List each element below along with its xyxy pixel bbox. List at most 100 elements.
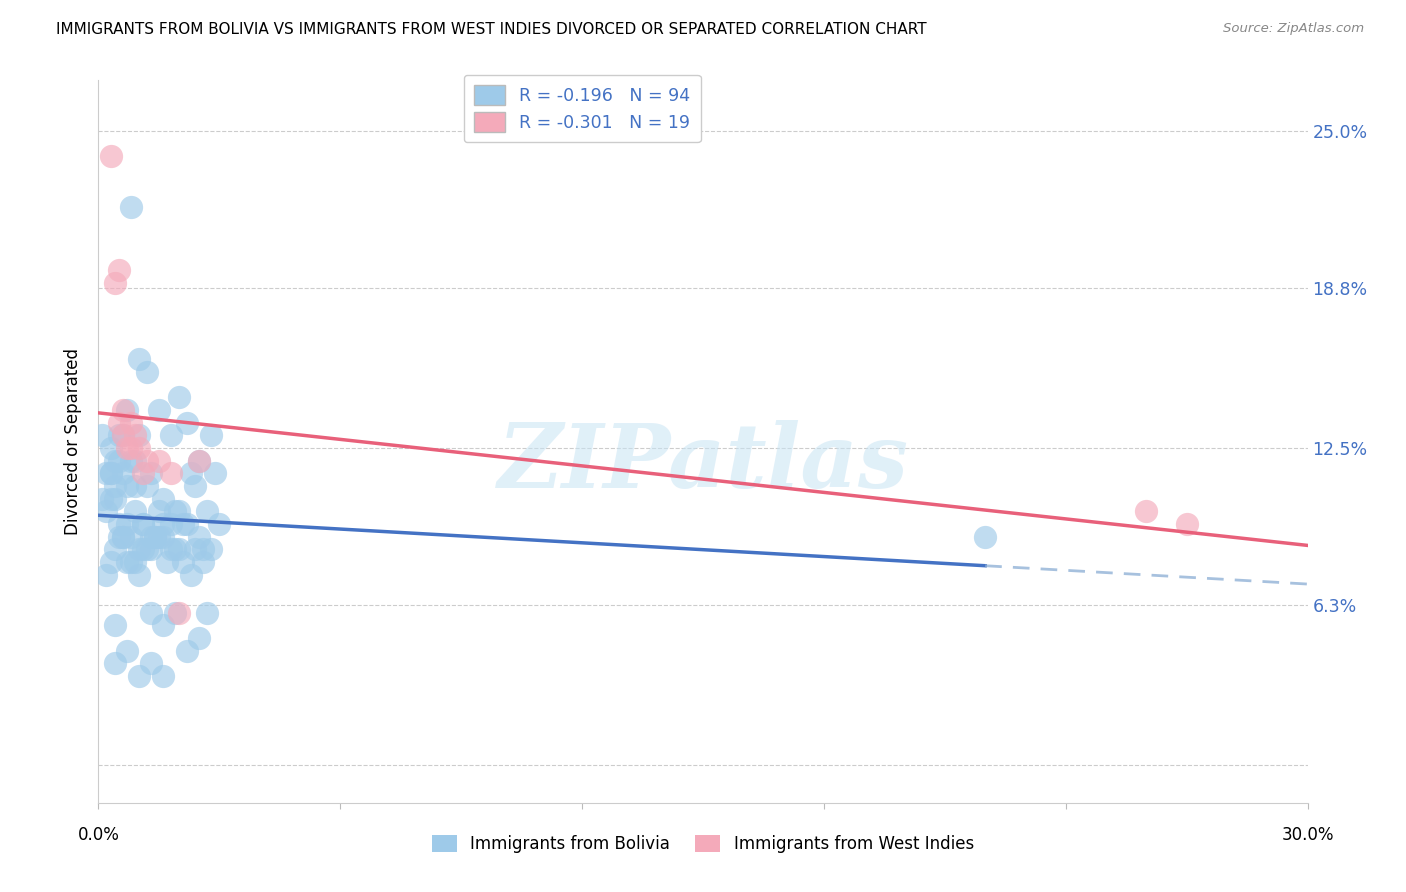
Point	[128, 567, 150, 582]
Point	[107, 530, 129, 544]
Point	[120, 453, 142, 467]
Point	[115, 555, 138, 569]
Point	[152, 516, 174, 531]
Point	[167, 542, 190, 557]
Point	[188, 453, 211, 467]
Point	[172, 516, 194, 531]
Point	[107, 453, 129, 467]
Point	[167, 390, 190, 404]
Point	[103, 453, 125, 467]
Text: 0.0%: 0.0%	[77, 826, 120, 844]
Point	[135, 479, 157, 493]
Point	[204, 467, 226, 481]
Point	[111, 428, 134, 442]
Point	[148, 504, 170, 518]
Y-axis label: Divorced or Separated: Divorced or Separated	[65, 348, 83, 535]
Point	[135, 453, 157, 467]
Point	[139, 530, 162, 544]
Point	[107, 416, 129, 430]
Point	[193, 555, 215, 569]
Point	[100, 467, 122, 481]
Point	[139, 542, 162, 557]
Point	[152, 669, 174, 683]
Point	[115, 441, 138, 455]
Point	[195, 606, 218, 620]
Point	[107, 263, 129, 277]
Point	[184, 479, 207, 493]
Point	[132, 542, 155, 557]
Point	[120, 441, 142, 455]
Point	[160, 428, 183, 442]
Point	[124, 479, 146, 493]
Point	[103, 618, 125, 632]
Point	[135, 542, 157, 557]
Point	[160, 467, 183, 481]
Point	[148, 402, 170, 417]
Point	[111, 467, 134, 481]
Point	[148, 530, 170, 544]
Point	[132, 516, 155, 531]
Point	[111, 402, 134, 417]
Point	[107, 516, 129, 531]
Point	[163, 542, 186, 557]
Point	[139, 606, 162, 620]
Point	[96, 467, 118, 481]
Point	[176, 516, 198, 531]
Point	[184, 542, 207, 557]
Point	[103, 479, 125, 493]
Point	[100, 467, 122, 481]
Point	[160, 542, 183, 557]
Point	[200, 428, 222, 442]
Point	[111, 428, 134, 442]
Point	[100, 491, 122, 506]
Point	[143, 530, 166, 544]
Point	[100, 441, 122, 455]
Text: Source: ZipAtlas.com: Source: ZipAtlas.com	[1223, 22, 1364, 36]
Point	[160, 516, 183, 531]
Point	[124, 428, 146, 442]
Point	[193, 542, 215, 557]
Point	[96, 504, 118, 518]
Point	[163, 606, 186, 620]
Point	[188, 530, 211, 544]
Point	[103, 276, 125, 290]
Point	[188, 631, 211, 645]
Point	[91, 491, 114, 506]
Point	[200, 542, 222, 557]
Point	[163, 504, 186, 518]
Legend: Immigrants from Bolivia, Immigrants from West Indies: Immigrants from Bolivia, Immigrants from…	[426, 828, 980, 860]
Point	[96, 567, 118, 582]
Point	[124, 453, 146, 467]
Point	[152, 530, 174, 544]
Point	[167, 606, 190, 620]
Point	[107, 428, 129, 442]
Point	[120, 555, 142, 569]
Point	[111, 530, 134, 544]
Point	[180, 467, 202, 481]
Point	[100, 555, 122, 569]
Point	[128, 542, 150, 557]
Point	[128, 441, 150, 455]
Point	[176, 643, 198, 657]
Point	[152, 491, 174, 506]
Point	[176, 416, 198, 430]
Point	[208, 516, 231, 531]
Point	[188, 453, 211, 467]
Point	[91, 428, 114, 442]
Point	[120, 530, 142, 544]
Point	[128, 428, 150, 442]
Point	[115, 479, 138, 493]
Point	[132, 516, 155, 531]
Point	[195, 504, 218, 518]
Point	[128, 669, 150, 683]
Point	[100, 149, 122, 163]
Point	[1135, 504, 1157, 518]
Point	[115, 643, 138, 657]
Point	[135, 365, 157, 379]
Point	[111, 530, 134, 544]
Point	[148, 453, 170, 467]
Point	[172, 555, 194, 569]
Text: 30.0%: 30.0%	[1281, 826, 1334, 844]
Text: IMMIGRANTS FROM BOLIVIA VS IMMIGRANTS FROM WEST INDIES DIVORCED OR SEPARATED COR: IMMIGRANTS FROM BOLIVIA VS IMMIGRANTS FR…	[56, 22, 927, 37]
Point	[1175, 516, 1198, 531]
